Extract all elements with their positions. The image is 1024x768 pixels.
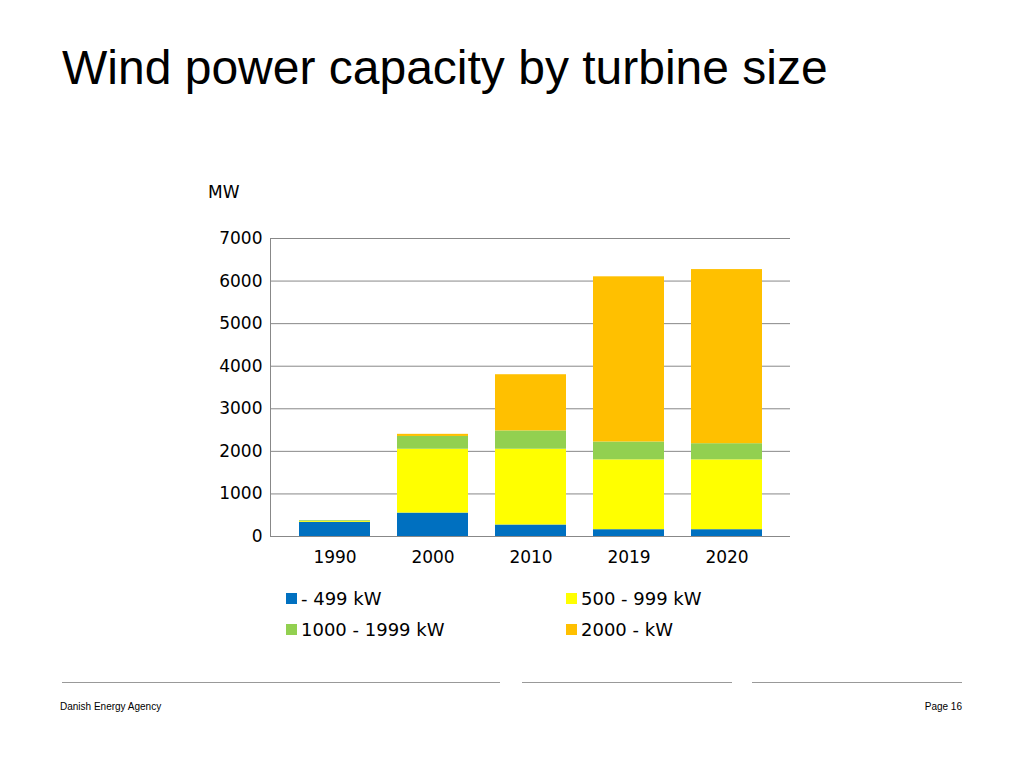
- svg-text:2020: 2020: [705, 547, 748, 567]
- html-text:2000 - kW: 2000 - kW: [581, 619, 673, 640]
- svg-text:5000: 5000: [219, 313, 262, 333]
- svg-text:2019: 2019: [607, 547, 650, 567]
- svg-text:6000: 6000: [219, 271, 262, 291]
- svg-text:1990: 1990: [313, 547, 356, 567]
- html-text:Danish Energy Agency: Danish Energy Agency: [60, 701, 162, 712]
- html-text:1000 - 1999 kW: 1000 - 1999 kW: [301, 619, 445, 640]
- svg-text:7000: 7000: [219, 228, 262, 248]
- svg-text:2000: 2000: [219, 441, 262, 461]
- svg-text:1000: 1000: [219, 483, 262, 503]
- html-text:- 499 kW: - 499 kW: [301, 588, 382, 609]
- html-text:Wind power capacity by turbine: Wind power capacity by turbine size: [62, 41, 828, 94]
- svg-text:2010: 2010: [509, 547, 552, 567]
- html-text:500 - 999 kW: 500 - 999 kW: [581, 588, 702, 609]
- svg-text:3000: 3000: [219, 398, 262, 418]
- svg-text:0: 0: [252, 526, 263, 546]
- html-text:MW: MW: [208, 182, 240, 202]
- html-text:Page 16: Page 16: [924, 701, 962, 712]
- svg-text:4000: 4000: [219, 356, 262, 376]
- svg-text:2000: 2000: [411, 547, 454, 567]
